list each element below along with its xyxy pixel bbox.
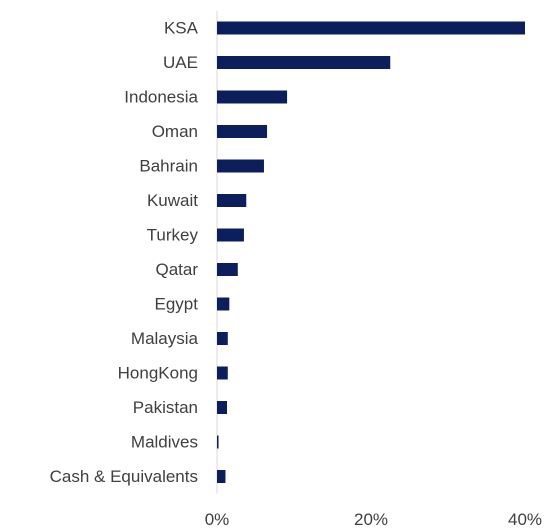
bar xyxy=(217,90,288,104)
bar xyxy=(217,21,525,35)
category-label: Turkey xyxy=(147,226,199,245)
category-label: Pakistan xyxy=(133,398,198,417)
x-tick-label: 40% xyxy=(508,510,542,529)
bar xyxy=(217,297,230,311)
category-label: Kuwait xyxy=(147,191,198,210)
bar xyxy=(217,332,228,345)
category-label: KSA xyxy=(164,19,199,38)
bar xyxy=(217,159,264,173)
bar xyxy=(217,263,238,276)
x-tick-label: 0% xyxy=(205,510,230,529)
x-tick-label: 20% xyxy=(354,510,388,529)
bar xyxy=(217,125,268,138)
bar xyxy=(217,56,391,69)
category-labels: KSA UAE Indonesia Oman Bahrain Kuwait Turkey Qa… xyxy=(50,19,199,487)
bar xyxy=(217,366,228,380)
x-tick-labels: 0% 20% 40% xyxy=(205,510,542,529)
category-label: Qatar xyxy=(155,260,198,279)
category-label: UAE xyxy=(163,53,198,72)
category-label: Malaysia xyxy=(131,329,199,348)
category-label: HongKong xyxy=(118,364,198,383)
category-label: Cash & Equivalents xyxy=(50,467,198,486)
bars-group xyxy=(217,21,525,483)
bar xyxy=(217,470,226,483)
category-label: Egypt xyxy=(155,295,199,314)
bar xyxy=(217,435,219,449)
bar xyxy=(217,401,228,414)
category-label: Indonesia xyxy=(124,88,198,107)
category-label: Oman xyxy=(152,122,198,141)
bar xyxy=(217,228,244,242)
category-label: Bahrain xyxy=(139,157,198,176)
category-label: Maldives xyxy=(131,433,198,452)
bar xyxy=(217,194,247,207)
